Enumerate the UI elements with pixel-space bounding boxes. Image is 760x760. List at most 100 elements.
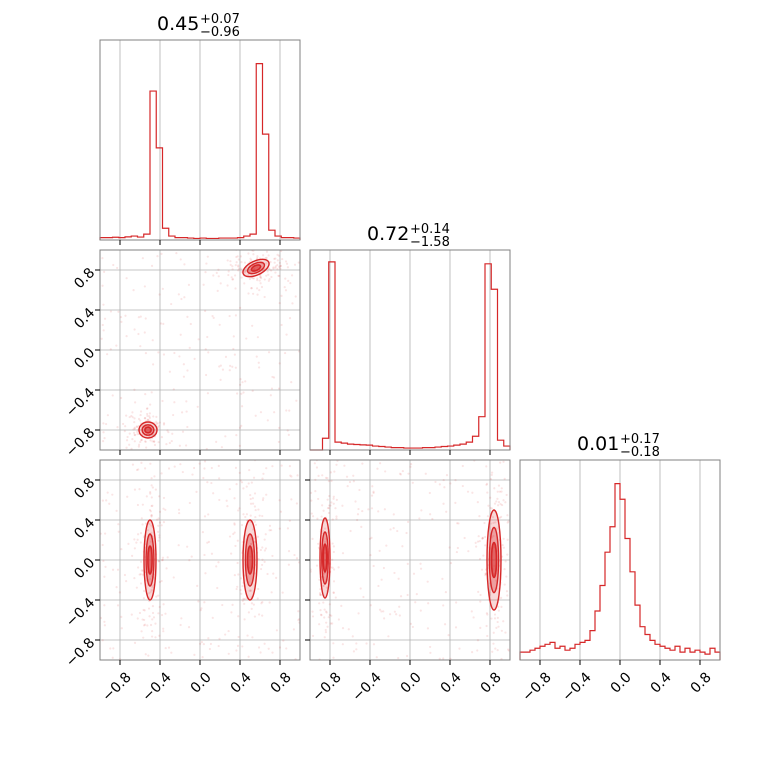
scatter-point	[180, 617, 183, 620]
scatter-point	[238, 507, 241, 510]
scatter-point	[506, 521, 509, 524]
scatter-point	[401, 469, 404, 473]
scatter-point	[449, 561, 453, 565]
scatter-point	[104, 532, 107, 535]
scatter-point	[219, 378, 222, 381]
scatter-point	[297, 261, 300, 264]
scatter-point	[318, 591, 322, 595]
scatter-point	[270, 269, 273, 272]
scatter-point	[285, 409, 288, 412]
scatter-point	[261, 600, 264, 604]
scatter-point	[407, 472, 410, 475]
contour-1-2	[246, 545, 254, 575]
contour-1-2	[490, 541, 498, 579]
scatter-point	[332, 642, 335, 645]
scatter-point	[319, 593, 322, 597]
scatter-point	[249, 257, 252, 260]
scatter-point	[334, 596, 337, 599]
scatter-point	[500, 515, 503, 518]
scatter-point	[102, 559, 105, 563]
scatter-point	[134, 401, 137, 404]
scatter-point	[234, 314, 237, 317]
scatter-point	[478, 557, 482, 561]
scatter-point	[141, 573, 145, 576]
scatter-point	[165, 567, 168, 570]
scatter-point	[237, 265, 240, 268]
scatter-point	[257, 361, 260, 364]
scatter-point	[337, 618, 340, 621]
pair-panel-0-2: −0.8 −0.4 0.0 0.4 0.8−0.8−0.40.00.40.8	[63, 459, 301, 705]
scatter-point	[162, 630, 165, 633]
scatter-point	[175, 251, 178, 255]
y-tick-label-4: 0.8	[71, 265, 98, 292]
scatter-point	[311, 610, 314, 613]
scatter-point	[133, 427, 136, 430]
scatter-point	[186, 315, 189, 318]
scatter-point	[136, 430, 139, 433]
scatter-point	[330, 501, 333, 504]
scatter-point	[267, 254, 270, 257]
scatter-point	[137, 468, 140, 471]
scatter-point	[162, 627, 165, 630]
scatter-point	[142, 589, 146, 593]
scatter-point	[115, 266, 119, 270]
scatter-point	[356, 518, 359, 522]
scatter-point	[228, 314, 231, 318]
scatter-point	[209, 642, 213, 646]
x-tick-label-4: 0.8	[688, 669, 715, 696]
scatter-point	[319, 588, 322, 591]
scatter-point	[368, 537, 371, 540]
scatter-point	[442, 502, 445, 505]
scatter-point	[211, 314, 214, 318]
scatter-point	[329, 504, 332, 507]
scatter-point	[449, 657, 452, 660]
scatter-point	[326, 477, 329, 480]
scatter-point	[239, 378, 242, 381]
scatter-point	[210, 481, 213, 485]
scatter-point	[269, 394, 272, 397]
scatter-point	[135, 468, 139, 472]
scatter-point	[144, 653, 147, 656]
scatter-point	[311, 615, 315, 618]
scatter-point	[123, 430, 126, 433]
scatter-point	[278, 499, 281, 502]
scatter-point	[398, 472, 402, 475]
scatter-point	[100, 337, 103, 340]
scatter-point	[265, 493, 268, 496]
scatter-point	[149, 462, 152, 465]
scatter-point	[493, 502, 497, 505]
scatter-point	[235, 483, 238, 486]
scatter-point	[249, 493, 252, 497]
scatter-point	[284, 289, 288, 292]
scatter-point	[138, 573, 141, 576]
scatter-point	[427, 602, 430, 605]
scatter-point	[263, 295, 266, 299]
scatter-point	[153, 432, 156, 435]
scatter-point	[287, 279, 290, 282]
scatter-point	[215, 440, 218, 443]
scatter-point	[139, 582, 143, 585]
scatter-point	[157, 351, 160, 354]
scatter-point	[479, 626, 482, 629]
scatter-point	[243, 261, 247, 264]
scatter-point	[256, 277, 259, 280]
scatter-point	[497, 609, 500, 612]
scatter-point	[486, 634, 489, 638]
scatter-point	[279, 264, 282, 267]
scatter-point	[133, 641, 137, 644]
scatter-point	[240, 592, 243, 595]
scatter-point	[133, 538, 136, 541]
scatter-point	[150, 514, 153, 517]
scatter-point	[493, 613, 497, 616]
scatter-point	[224, 435, 227, 438]
scatter-point	[357, 612, 360, 615]
scatter-point	[172, 413, 175, 417]
scatter-point	[285, 262, 289, 265]
scatter-point	[204, 373, 208, 377]
scatter-point	[256, 685, 258, 687]
x-tick-label-4: 0.8	[268, 669, 295, 696]
scatter-point	[278, 265, 281, 268]
scatter-point	[149, 403, 152, 406]
scatter-point	[278, 274, 281, 278]
scatter-point	[274, 257, 277, 260]
